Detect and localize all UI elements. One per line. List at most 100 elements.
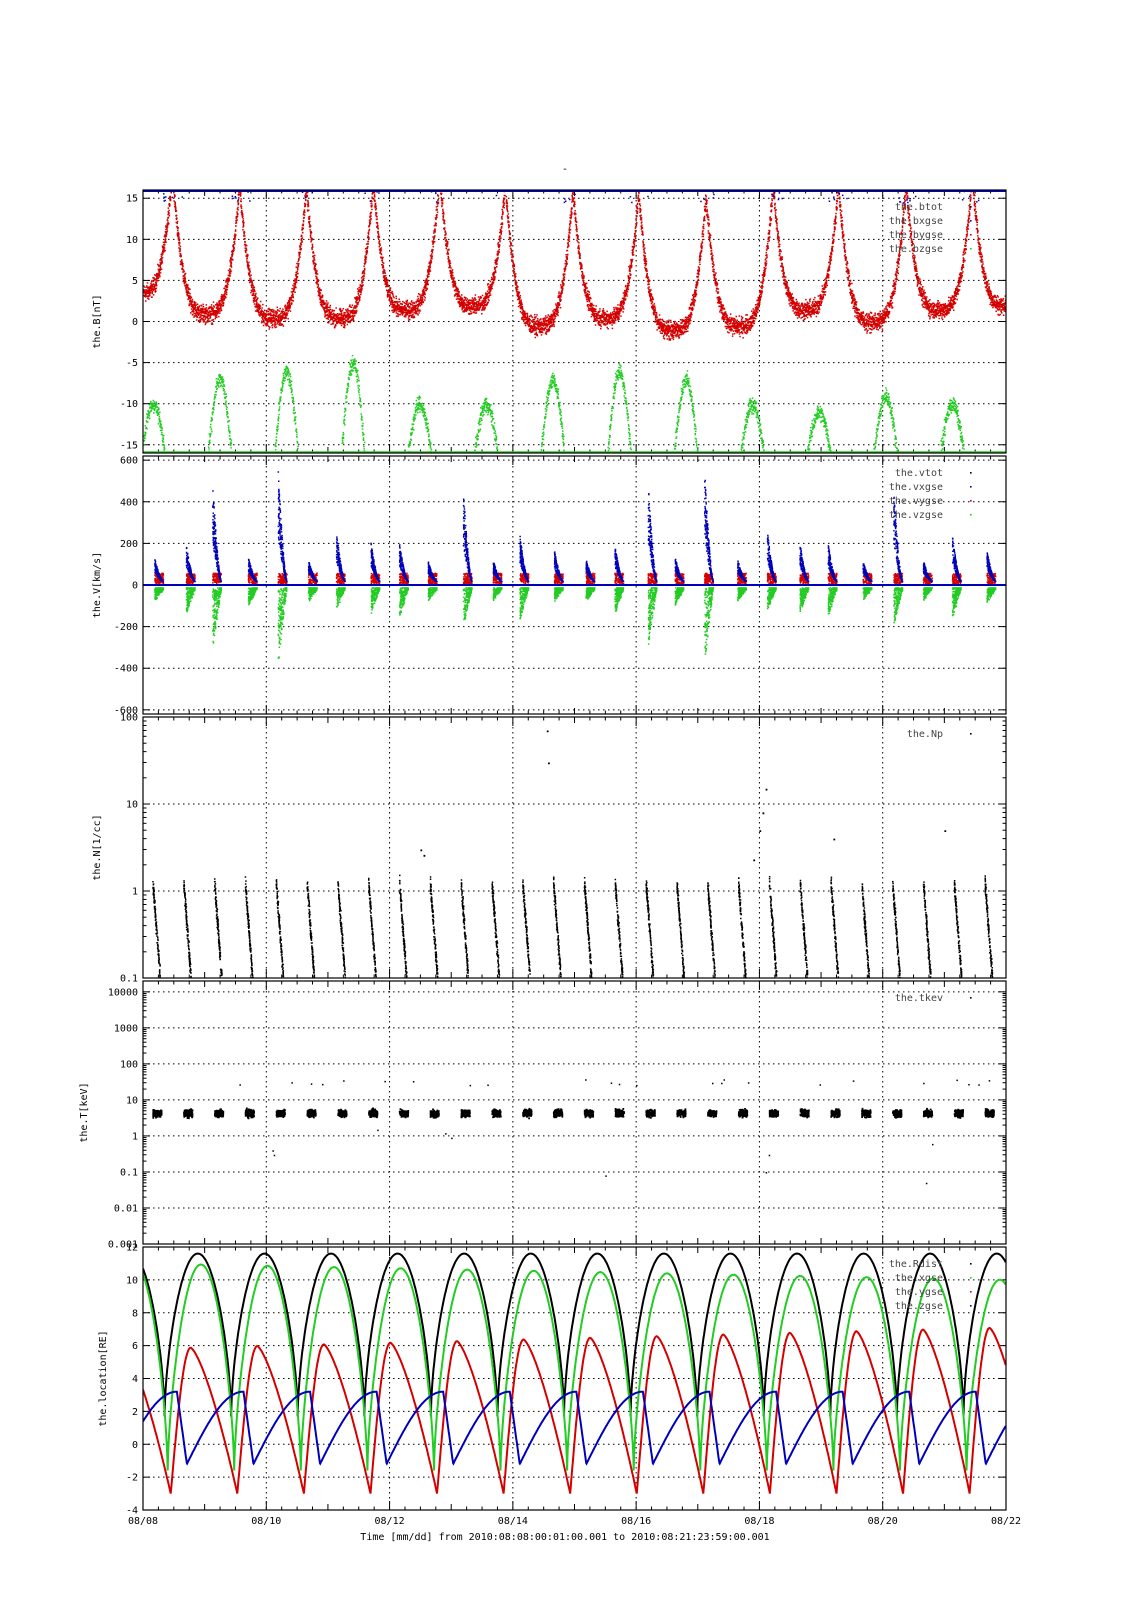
legend-entry-the-Rdist: the.Rdist [889,1259,943,1270]
y-tick-label: -10 [120,399,138,410]
x-axis-tick-labels: 08/08 08/10 08/12 08/14 08/16 08/18 08/20 08/22 [128,1516,1021,1527]
x-tick-label: 08/18 [744,1516,774,1527]
legend-swatch [970,472,972,474]
y-tick-label: -4 [126,1506,138,1517]
panel-frame [142,455,1007,715]
legend-swatch [970,248,972,250]
y-tick-label: 8 [132,1308,138,1319]
y-tick-label: 0 [132,317,138,328]
y-tick-label: 10 [126,800,138,811]
legend-swatch [970,486,972,488]
y-tick-label: 1 [132,887,138,898]
y-axis-label: the.V[km/s] [92,552,103,618]
y-tick-label: 10 [126,235,138,246]
series-bzgse-points [143,354,965,453]
y-tick-label: 0 [132,581,138,592]
y-tick-label: 12 [126,1243,138,1254]
panel-frame [142,1246,1007,1511]
legend-swatch [970,997,972,999]
legend-entry-the-vygse: the.vygse [889,496,943,507]
data-layer [152,1079,995,1185]
legend-entry-the-bxgse: the.bxgse [889,216,943,227]
series-xgse-line [143,1263,1006,1471]
x-tick-label: 08/12 [375,1516,405,1527]
y-tick-label: 200 [120,539,138,550]
legend-entry-the-Np: the.Np [907,729,943,740]
legend-swatch [970,1291,972,1293]
y-tick-label: 4 [132,1374,138,1385]
panel-magnetic-field: 15 10 5 0 -5 -10 -15 the.B[nT] the.btot the.bxgse… [92,189,1007,454]
y-tick-label: 15 [126,194,138,205]
y-tick-label: 0 [132,1440,138,1451]
y-tick-label: 10 [126,1275,138,1286]
y-tick-label: 0.1 [120,974,138,985]
series-tkev-points [152,1107,995,1120]
y-tick-label: -15 [120,440,138,451]
x-tick-label: 08/22 [991,1516,1021,1527]
y-tick-label: 5 [132,276,138,287]
legend-entry-the-bzgse: the.bzgse [889,244,943,255]
y-tick-label: 0.001 [108,1240,138,1251]
legend-entry-the-xgse: the.xgse [895,1273,943,1284]
y-axis-label: the.T[keV] [79,1082,90,1142]
y-tick-label: 2 [132,1407,138,1418]
x-tick-label: 08/10 [251,1516,281,1527]
panel-frame [142,980,1007,1245]
legend-swatch [970,220,972,222]
panel-frame [142,716,1007,979]
series-vzgse-points [154,587,997,659]
y-tick-label: 1000 [114,1023,138,1034]
data-layer [143,471,1006,659]
y-tick-label: 100 [120,713,138,724]
series-rdist-line [143,1252,1006,1417]
legend-entry-the-vzgse: the.vzgse [889,510,943,521]
legend-swatch [970,234,972,236]
panel-frame [142,189,1007,454]
data-layer [152,730,994,978]
panel-density: 100 10 1 0.1 the.N[1/cc] the.Np [92,713,1007,985]
legend-entry-the-tkev: the.tkev [895,993,943,1004]
legend-entry-the-btot: the.btot [895,202,943,213]
series-tkev-outliers [239,1079,991,1087]
x-axis-label: Time [mm/dd] from 2010:08:08:00:01:00.00… [360,1532,769,1543]
y-axis-label: the.B[nT] [92,294,103,348]
legend-entry-the-ygse: the.ygse [895,1287,943,1298]
x-tick-label: 08/20 [868,1516,898,1527]
panel-temperature: 10000 1000 100 10 1 0.1 0.01 0.001 the.T[keV] the… [79,980,1007,1251]
series-tkev-lows [272,1129,934,1185]
panel-velocity: 600 400 200 0 -200 -400 -600 the.V[km/s] the.vto… [92,455,1007,716]
y-tick-label: -2 [126,1473,138,1484]
y-axis-label: the.N[1/cc] [92,814,103,880]
y-tick-label: -400 [114,664,138,675]
figure-title: - [562,164,568,175]
y-tick-label: 6 [132,1341,138,1352]
legend-swatch [970,733,972,735]
legend-swatch [970,1277,972,1279]
y-tick-label: 400 [120,497,138,508]
y-tick-label: 0.01 [114,1203,138,1214]
legend-swatch [970,1263,972,1265]
legend-swatch [970,206,972,208]
series-ygse-line [143,1327,1006,1494]
y-tick-label: 1 [132,1131,138,1142]
series-vygse-points [154,572,997,585]
y-tick-label: -600 [114,705,138,716]
series-vxgse-points [154,471,997,583]
legend-swatch [970,514,972,516]
y-tick-label: 10 [126,1095,138,1106]
legend-entry-the-vtot: the.vtot [895,468,943,479]
y-tick-label: 0.1 [120,1167,138,1178]
series-np-spikes [420,730,947,862]
legend-swatch [970,500,972,502]
legend-entry-the-vxgse: the.vxgse [889,482,943,493]
y-axis-label: the.location[RE] [98,1330,109,1426]
x-tick-label: 08/16 [621,1516,651,1527]
panel-location: 12 10 8 6 4 2 0 -2 -4 the.location[RE] the.Rdist th… [98,1243,1007,1517]
legend-swatch [970,1305,972,1307]
y-tick-label: 600 [120,456,138,467]
y-tick-label: 10000 [108,987,138,998]
x-tick-label: 08/14 [498,1516,528,1527]
data-layer [143,1252,1006,1494]
legend-entry-the-zgse: the.zgse [895,1301,943,1312]
